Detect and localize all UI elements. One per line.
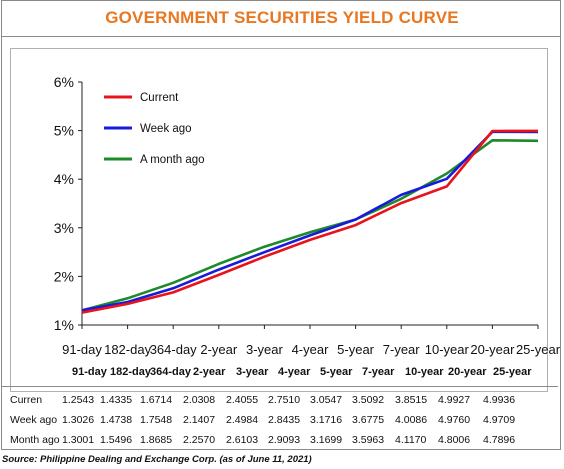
x-tick-label: 2-year [200,342,238,357]
legend-label: Week ago [140,123,192,135]
table-cell: 3.1716 [310,414,343,426]
table-cell: 1.3026 [62,414,95,426]
plot-panel [10,48,548,392]
table-cell: 4.8006 [438,434,471,446]
table-cell: 1.4335 [100,394,133,406]
table-cell: 1.4738 [100,414,133,426]
table-cell: 3.8515 [395,394,428,406]
table-cell: 4.1170 [395,434,427,446]
table-row: Month ago 1.3001 1.5496 1.8685 2.2570 2.6103 2… [2,434,558,452]
table-cell: 4.0086 [395,414,428,426]
legend-label: A month ago [140,154,205,166]
x-tick-label: 364-day [150,342,197,357]
table-cell: 3.1699 [310,434,343,446]
x-tick-label: 4-year [292,342,330,357]
table-cell: 1.7548 [140,414,173,426]
table-row: Curren 1.2543 1.4335 1.6714 2.0308 2.4055 2.75… [2,394,558,412]
source-note: Source: Philippine Dealing and Exchange … [2,454,312,465]
table-header-cell: 7-year [362,366,395,378]
table-row-label: Curren [10,394,43,406]
table-header-cell: 3-year [236,366,269,378]
x-tick-label: 10-year [425,342,470,357]
table-row-label: Month ago [10,434,60,446]
y-tick-label: 3% [54,220,74,236]
table-cell: 1.5496 [100,434,133,446]
table-cell: 2.8435 [268,414,301,426]
x-tick-label: 91-day [62,342,102,357]
x-tick-label: 182-day [104,342,151,357]
table-cell: 4.9760 [438,414,471,426]
x-tick-label: 7-year [383,342,421,357]
legend-label: Current [140,92,179,104]
table-cell: 4.9709 [483,414,516,426]
table-cell: 2.1407 [183,414,216,426]
table-cell: 4.7896 [483,434,516,446]
table-cell: 3.0547 [310,394,343,406]
table-cell: 4.9927 [438,394,471,406]
table-cell: 1.6714 [140,394,173,406]
table-cell: 2.6103 [226,434,259,446]
table-header-cell: 91-day [72,366,107,378]
table-cell: 2.4984 [226,414,259,426]
table-header-cell: 364-day [150,366,191,378]
table-header-cell: 182-day [110,366,151,378]
table-header-cell: 4-year [278,366,311,378]
table-cell: 2.2570 [183,434,216,446]
table-cell: 4.9936 [483,394,516,406]
x-tick-label: 25-year [516,342,561,357]
chart-title: GOVERNMENT SECURITIES YIELD CURVE [105,8,459,27]
table-cell: 2.7510 [268,394,301,406]
x-tick-label: 3-year [246,342,284,357]
table-divider [2,386,558,387]
table-cell: 2.9093 [268,434,301,446]
table-cell: 1.3001 [62,434,95,446]
table-header-cell: 2-year [193,366,226,378]
y-tick-label: 4% [54,171,74,187]
table-cell: 2.4055 [226,394,259,406]
table-cell: 2.0308 [183,394,216,406]
table-cell: 3.5092 [352,394,385,406]
title-divider [2,36,560,37]
y-tick-label: 2% [54,268,74,284]
table-header-cell: 25-year [493,366,532,378]
y-tick-label: 6% [54,74,74,90]
y-tick-label: 1% [54,317,74,333]
series-line-week-ago [81,130,539,312]
table-cell: 3.5963 [352,434,385,446]
x-tick-label: 5-year [337,342,375,357]
table-cell: 1.8685 [140,434,173,446]
y-tick-label: 5% [54,123,74,139]
table-header-row: 91-day 182-day 364-day 2-year 3-year 4-year 5-… [2,366,558,384]
table-header-cell: 5-year [320,366,353,378]
series-line-current [81,129,539,314]
table-row-label: Week ago [10,414,58,426]
table-cell: 3.6775 [352,414,385,426]
table-header-cell: 20-year [448,366,487,378]
table-row: Week ago 1.3026 1.4738 1.7548 2.1407 2.4984 2.… [2,414,558,432]
table-header-cell: 10-year [405,366,444,378]
table-cell: 1.2543 [62,394,95,406]
x-tick-label: 20-year [470,342,515,357]
